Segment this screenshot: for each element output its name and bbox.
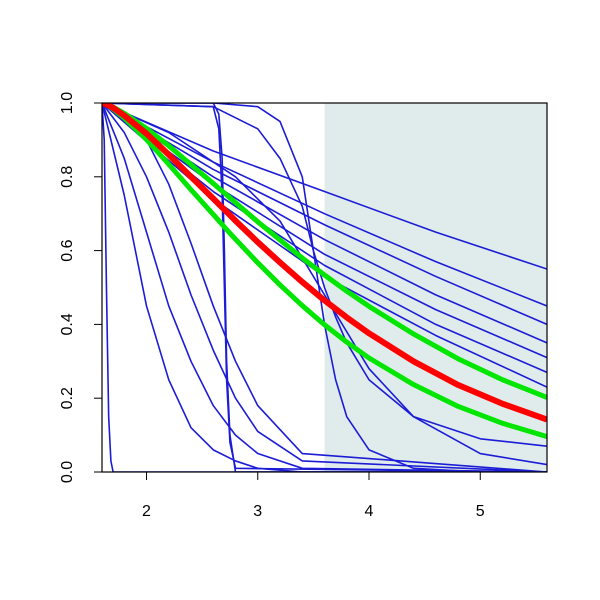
series-line [102,103,547,472]
x-tick-label: 2 [142,503,151,520]
series-line [102,103,547,472]
y-tick-label: 0.0 [59,461,76,483]
x-tick-label: 3 [253,503,262,520]
plot-frame [101,102,548,473]
series-line [102,103,547,472]
y-tick-label: 0.2 [59,387,76,409]
y-tick-label: 0.8 [59,166,76,188]
series-line [102,103,547,270]
y-tick-label: 0.6 [59,239,76,261]
series-line [102,103,547,439]
shaded-region [324,103,547,472]
series-line [102,103,547,326]
x-tick-label: 4 [365,503,374,520]
series-line [102,103,547,400]
series-line [102,103,547,472]
series-line [102,103,547,466]
x-tick-label: 5 [476,503,485,520]
series-line [102,103,547,307]
series-line [102,103,547,423]
y-tick-label: 1.0 [59,92,76,114]
plot-area [102,103,547,472]
series-line [102,103,547,359]
y-tick-label: 0.4 [59,313,76,335]
